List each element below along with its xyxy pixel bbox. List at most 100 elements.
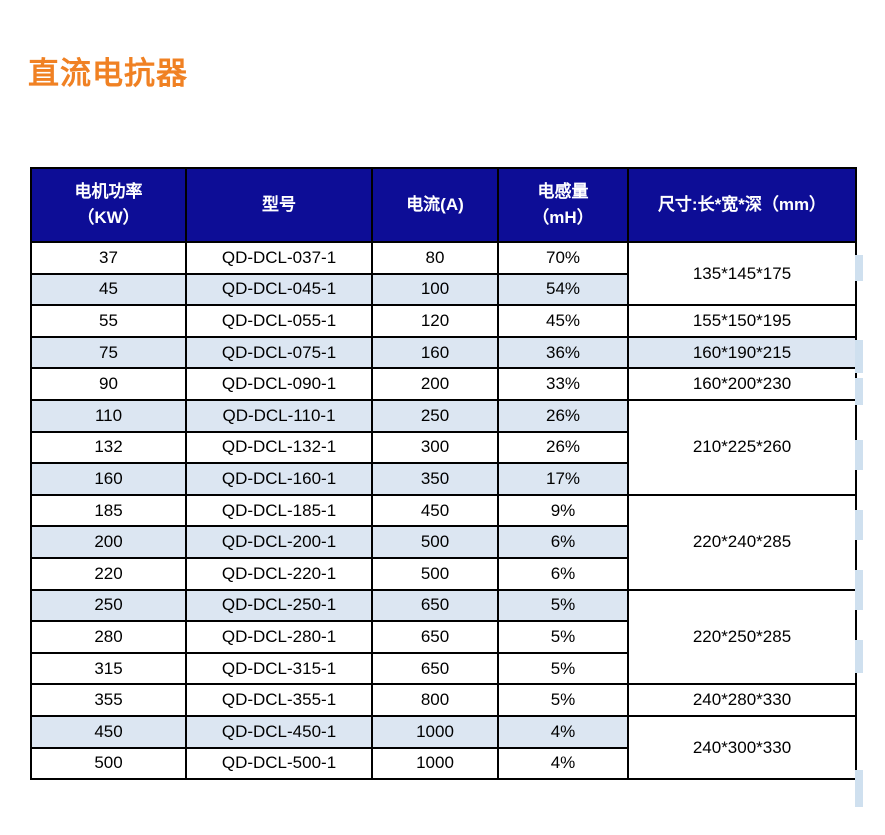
cell-power: 185 — [30, 493, 187, 528]
cell-inductance: 4% — [497, 714, 629, 749]
cell-inductance: 9% — [497, 493, 629, 528]
table-row: 37 QD-DCL-037-1 80 70% 135*145*175 — [30, 240, 857, 307]
cell-dimensions: 240*300*330 — [627, 714, 857, 781]
cell-inductance: 33% — [497, 367, 629, 401]
cell-current: 100 — [371, 272, 499, 307]
table-row: 200 QD-DCL-200-1 500 6% — [30, 525, 856, 559]
cell-power: 355 — [30, 683, 187, 717]
cell-current: 120 — [371, 304, 499, 338]
dc-reactor-spec-table: 电机功率 （KW） 型号 电流(A) 电感量 （mH） 尺寸:长*宽*深（mm） 37 QD-… — [30, 167, 857, 781]
table-row: 160 QD-DCL-160-1 350 17% — [30, 462, 856, 496]
cell-inductance: 4% — [497, 746, 629, 781]
cell-power: 315 — [30, 651, 187, 686]
cell-inductance: 6% — [497, 525, 629, 559]
column-header-line: 尺寸:长*宽*深（mm） — [657, 194, 827, 214]
cell-inductance: 45% — [497, 304, 629, 338]
cell-power: 110 — [30, 398, 187, 433]
column-header-model: 型号 — [185, 167, 373, 243]
table-row: 500 QD-DCL-500-1 1000 4% — [30, 746, 856, 781]
column-header-inductance: 电感量 （mH） — [497, 167, 629, 243]
cell-power: 45 — [30, 272, 187, 307]
page-title: 直流电抗器 — [28, 56, 188, 91]
table-row: 280 QD-DCL-280-1 650 5% — [30, 620, 856, 654]
cell-power: 250 — [30, 588, 187, 623]
cell-current: 350 — [371, 462, 499, 496]
cell-current: 650 — [371, 588, 499, 623]
cell-current: 650 — [371, 620, 499, 654]
cell-model: QD-DCL-200-1 — [185, 525, 373, 559]
table-row: 110 QD-DCL-110-1 250 26% 210*225*260 — [30, 398, 857, 496]
cell-inductance: 26% — [497, 398, 629, 433]
table-row: 55 QD-DCL-055-1 120 45% 155*150*195 — [30, 304, 857, 338]
column-header-current: 电流(A) — [371, 167, 499, 243]
cell-dimensions: 155*150*195 — [627, 304, 857, 338]
cell-inductance: 5% — [497, 620, 629, 654]
cell-power: 450 — [30, 714, 187, 749]
cell-current: 500 — [371, 556, 499, 591]
cell-model: QD-DCL-055-1 — [185, 304, 373, 338]
cell-model: QD-DCL-500-1 — [185, 746, 373, 781]
cell-current: 450 — [371, 493, 499, 528]
table-row: 90 QD-DCL-090-1 200 33% 160*200*230 — [30, 367, 857, 401]
table-row: 185 QD-DCL-185-1 450 9% 220*240*285 — [30, 493, 857, 591]
column-header-line: 电流(A) — [406, 194, 464, 214]
cell-model: QD-DCL-110-1 — [185, 398, 373, 433]
cell-power: 500 — [30, 746, 187, 781]
table-row: 132 QD-DCL-132-1 300 26% — [30, 430, 856, 465]
cell-inductance: 36% — [497, 335, 629, 370]
cell-power: 55 — [30, 304, 187, 338]
column-header-line: （KW） — [77, 208, 140, 227]
cell-inductance: 5% — [497, 651, 629, 686]
table-row: 250 QD-DCL-250-1 650 5% 220*250*285 — [30, 588, 857, 686]
column-header-line: 电机功率 — [74, 181, 143, 201]
cell-model: QD-DCL-132-1 — [185, 430, 373, 465]
cell-power: 75 — [30, 335, 187, 370]
cell-model: QD-DCL-355-1 — [185, 683, 373, 717]
cell-model: QD-DCL-185-1 — [185, 493, 373, 528]
cell-current: 200 — [371, 367, 499, 401]
spec-table-container: 电机功率 （KW） 型号 电流(A) 电感量 （mH） 尺寸:长*宽*深（mm） 37 QD-… — [30, 167, 863, 807]
column-header-line: 型号 — [262, 194, 296, 214]
cell-power: 220 — [30, 556, 187, 591]
cell-dimensions: 220*250*285 — [627, 588, 857, 686]
cell-model: QD-DCL-075-1 — [185, 335, 373, 370]
table-row: 220 QD-DCL-220-1 500 6% — [30, 556, 856, 591]
cell-power: 200 — [30, 525, 187, 559]
column-header-line: （mH） — [532, 208, 594, 227]
cell-current: 1000 — [371, 714, 499, 749]
table-row: 75 QD-DCL-075-1 160 36% 160*190*215 — [30, 335, 857, 370]
cell-dimensions: 210*225*260 — [627, 398, 857, 496]
cell-power: 37 — [30, 241, 187, 275]
cell-model: QD-DCL-220-1 — [185, 556, 373, 591]
cell-model: QD-DCL-160-1 — [185, 462, 373, 496]
cell-model: QD-DCL-450-1 — [185, 714, 373, 749]
cell-current: 650 — [371, 651, 499, 686]
cell-inductance: 5% — [497, 588, 629, 623]
header-row: 电机功率 （KW） 型号 电流(A) 电感量 （mH） 尺寸:长*宽*深（mm） — [30, 167, 857, 243]
cell-power: 90 — [30, 367, 187, 401]
table-header: 电机功率 （KW） 型号 电流(A) 电感量 （mH） 尺寸:长*宽*深（mm） — [30, 167, 857, 243]
cell-current: 250 — [371, 398, 499, 433]
cell-model: QD-DCL-280-1 — [185, 620, 373, 654]
cell-model: QD-DCL-250-1 — [185, 588, 373, 623]
cell-current: 160 — [371, 335, 499, 370]
cell-current: 300 — [371, 430, 499, 465]
cell-model: QD-DCL-045-1 — [185, 272, 373, 307]
cell-current: 500 — [371, 525, 499, 559]
cell-inductance: 6% — [497, 556, 629, 591]
cell-inductance: 26% — [497, 430, 629, 465]
cell-dimensions: 160*200*230 — [627, 367, 857, 401]
cell-power: 160 — [30, 462, 187, 496]
column-header-line: 电感量 — [537, 181, 589, 201]
cell-dimensions: 160*190*215 — [627, 335, 857, 370]
cell-current: 80 — [371, 241, 499, 275]
cell-model: QD-DCL-315-1 — [185, 651, 373, 686]
cell-inductance: 54% — [497, 272, 629, 307]
cell-power: 280 — [30, 620, 187, 654]
cell-current: 800 — [371, 683, 499, 717]
table-body: 37 QD-DCL-037-1 80 70% 135*145*175 45 QD-DCL-0… — [30, 240, 857, 781]
table-row: 355 QD-DCL-355-1 800 5% 240*280*330 — [30, 683, 857, 717]
table-row: 315 QD-DCL-315-1 650 5% — [30, 651, 856, 686]
cell-dimensions: 220*240*285 — [627, 493, 857, 591]
